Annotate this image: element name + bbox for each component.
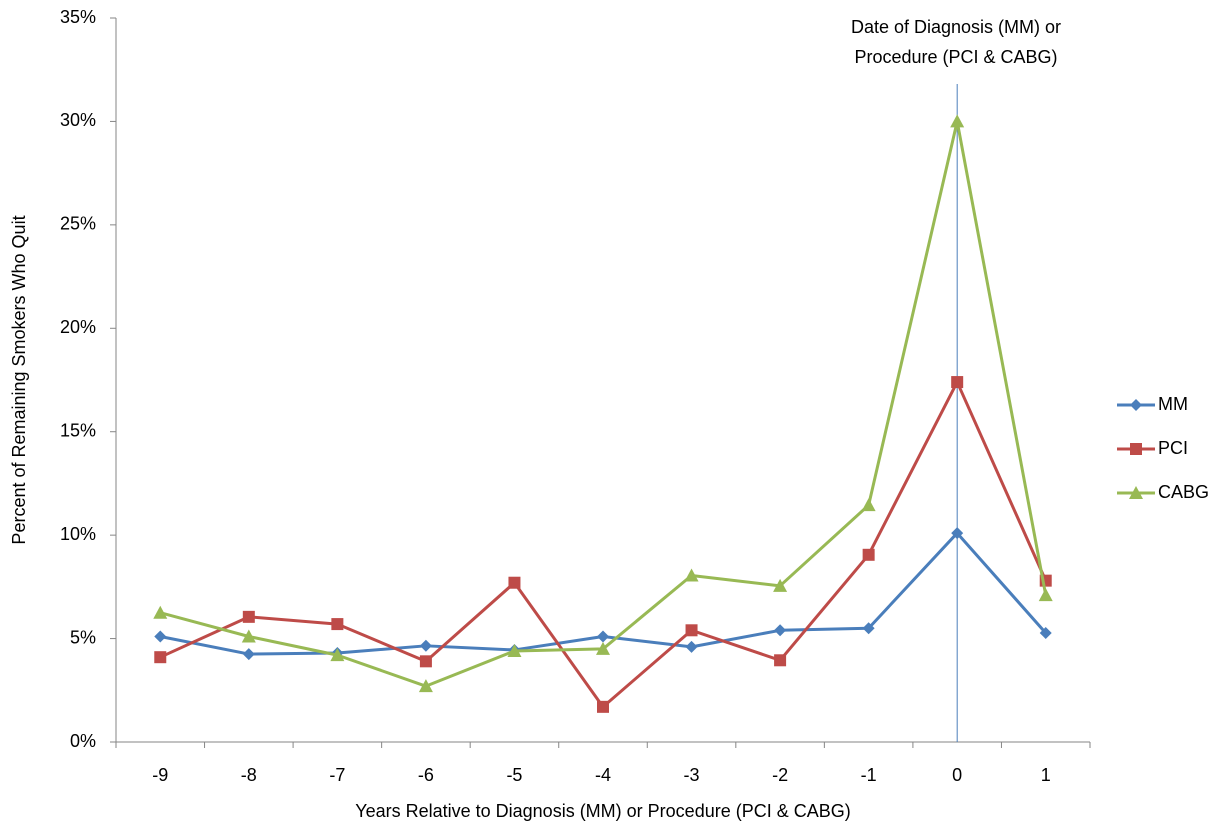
- x-tick-label: 1: [1041, 765, 1051, 785]
- x-tick-label: -1: [861, 765, 877, 785]
- marker: [241, 629, 256, 643]
- marker: [862, 548, 875, 561]
- marker: [419, 655, 432, 668]
- x-tick-label: -4: [595, 765, 611, 785]
- marker: [596, 641, 610, 655]
- marker: [861, 498, 876, 512]
- marker: [242, 648, 255, 661]
- marker: [418, 679, 433, 693]
- marker: [242, 610, 255, 623]
- marker: [331, 618, 344, 631]
- y-tick-label: 15%: [60, 420, 96, 440]
- annotation: Date of Diagnosis (MM) or: [851, 17, 1061, 37]
- marker: [1038, 588, 1053, 602]
- marker: [862, 622, 875, 635]
- marker: [774, 624, 787, 637]
- y-tick-label: 10%: [60, 524, 96, 544]
- x-tick-label: -8: [241, 765, 257, 785]
- y-axis-label: Percent of Remaining Smokers Who Quit: [9, 215, 29, 544]
- x-tick-label: -7: [329, 765, 345, 785]
- marker: [951, 376, 964, 389]
- marker: [507, 643, 522, 657]
- marker: [419, 639, 432, 652]
- marker: [950, 114, 965, 128]
- marker: [685, 624, 698, 637]
- series-line: [159, 380, 1048, 709]
- x-axis-label: Years Relative to Diagnosis (MM) or Proc…: [355, 801, 851, 821]
- marker: [597, 700, 609, 713]
- marker: [1039, 626, 1052, 639]
- marker: [597, 630, 609, 643]
- marker: [773, 578, 788, 592]
- annotation: Procedure (PCI & CABG): [854, 47, 1057, 67]
- y-tick-label: 25%: [60, 214, 96, 234]
- marker: [951, 527, 964, 540]
- marker: [685, 640, 698, 653]
- marker: [1130, 443, 1142, 455]
- marker: [684, 568, 699, 582]
- legend-label: PCI: [1158, 438, 1188, 458]
- y-tick-label: 0%: [70, 731, 96, 751]
- marker: [1129, 486, 1143, 499]
- y-tick-label: 20%: [60, 317, 96, 337]
- x-tick-label: -5: [506, 765, 522, 785]
- marker: [153, 605, 168, 619]
- marker: [1130, 399, 1142, 411]
- marker: [508, 576, 521, 589]
- x-tick-label: 0: [952, 765, 962, 785]
- y-tick-label: 30%: [60, 110, 96, 130]
- x-tick-label: -3: [684, 765, 700, 785]
- marker: [774, 654, 787, 667]
- legend-label: CABG: [1158, 482, 1209, 502]
- marker: [154, 651, 167, 664]
- x-tick-label: -6: [418, 765, 434, 785]
- marker: [330, 648, 345, 662]
- legend-label: MM: [1158, 394, 1188, 414]
- x-tick-label: -9: [152, 765, 168, 785]
- marker: [154, 630, 167, 643]
- y-tick-label: 5%: [70, 627, 96, 647]
- y-tick-label: 35%: [60, 7, 96, 27]
- x-tick-label: -2: [772, 765, 788, 785]
- series-line: [159, 119, 1048, 688]
